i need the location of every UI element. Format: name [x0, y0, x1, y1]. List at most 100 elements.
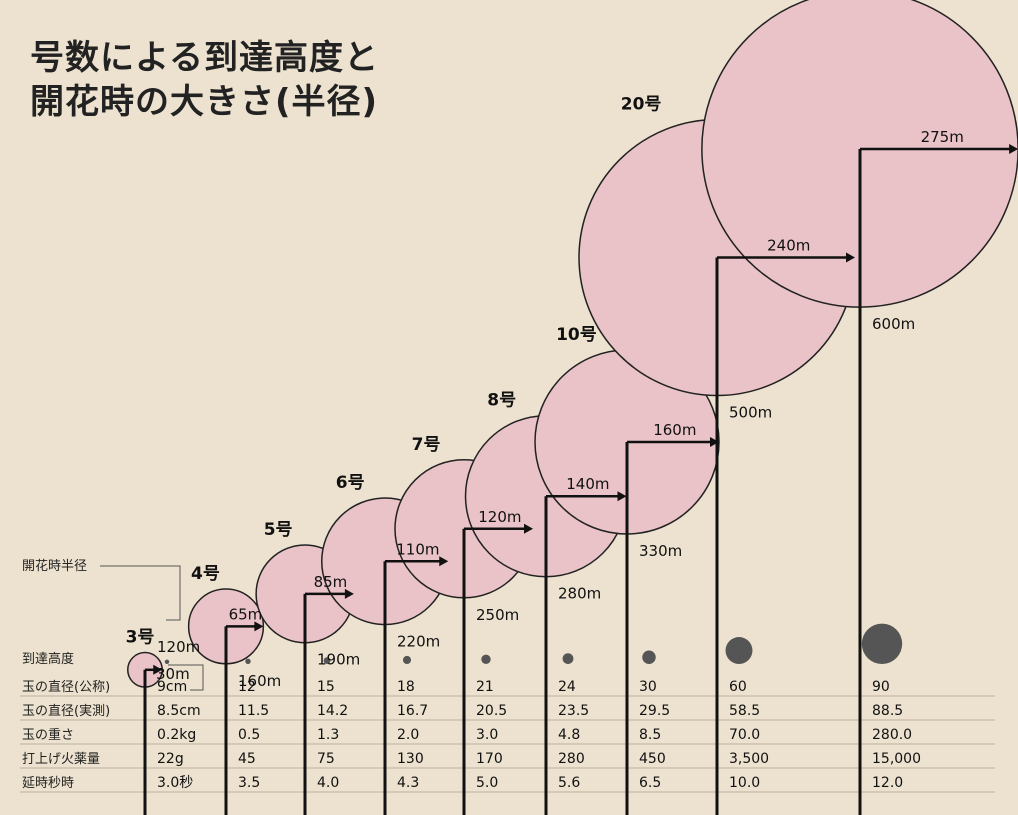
- row-label-altitude: 到達高度: [22, 651, 74, 667]
- radius-label-5: 120m: [478, 508, 521, 526]
- shell-dot-7: [642, 650, 656, 664]
- table-cell: 450: [639, 751, 666, 767]
- table-cell: 70.0: [729, 727, 760, 743]
- row-label-diameter-measured: 玉の直径(実測): [22, 703, 110, 719]
- category-label-1: 3号: [126, 628, 155, 648]
- radius-label-9: 275m: [921, 128, 964, 146]
- category-label-8: 20号: [621, 95, 662, 115]
- row-label-lift-charge: 打上げ火薬量: [22, 752, 100, 767]
- altitude-label-7: 330m: [639, 542, 682, 560]
- table-cell: 12.0: [872, 775, 903, 791]
- table-cell: 9cm: [157, 679, 187, 695]
- radius-arrowhead-4: [439, 556, 449, 567]
- shell-dot-4: [402, 655, 412, 664]
- shell-dot-1: [164, 659, 170, 664]
- table-cell: 90: [872, 679, 890, 695]
- altitude-label-6: 280m: [558, 585, 601, 603]
- table-cell: 3.0: [476, 727, 498, 743]
- altitude-label-2: 160m: [238, 672, 281, 690]
- category-label-7: 10号: [556, 325, 597, 345]
- table-cell: 11.5: [238, 703, 269, 719]
- chart-title-line-2: 開花時の大きさ(半径): [30, 82, 379, 122]
- radius-label-2: 65m: [229, 605, 263, 623]
- altitude-label-4: 220m: [397, 633, 440, 651]
- row-label-diameter-nominal: 玉の直径(公称): [22, 680, 110, 695]
- radius-leader-line: [100, 565, 181, 621]
- shell-dot-3: [323, 657, 331, 664]
- table-cell: 5.0: [476, 775, 498, 791]
- table-cell: 15,000: [872, 751, 921, 767]
- table-cell: 2.0: [397, 727, 419, 743]
- table-cell: 30: [639, 679, 657, 695]
- table-cell: 22g: [157, 751, 184, 767]
- shell-dots: [164, 623, 903, 665]
- shell-dot-8: [725, 637, 753, 665]
- category-label-6: 8号: [487, 391, 516, 411]
- radius-label-8: 240m: [767, 237, 810, 255]
- table-cell: 1.3: [317, 727, 339, 743]
- row-label-delay: 延時秒時: [22, 776, 74, 791]
- radius-arrowhead-6: [617, 491, 627, 502]
- table-cell: 21: [476, 679, 494, 695]
- table-cell: 75: [317, 751, 335, 767]
- radius-arrowhead-9: [1009, 144, 1018, 154]
- altitude-lines: [143, 144, 1018, 815]
- shell-dot-6: [562, 653, 574, 664]
- table-cell: 23.5: [558, 703, 589, 719]
- table-cell: 14.2: [317, 703, 348, 719]
- altitude-label-5: 250m: [476, 606, 519, 624]
- shell-dot-5: [481, 654, 491, 665]
- table-cell: 24: [558, 679, 576, 695]
- table-cell: 8.5cm: [157, 703, 201, 719]
- altitude-label-8: 500m: [729, 404, 772, 422]
- radius-arrowhead-3: [344, 588, 354, 599]
- table-rules: [20, 565, 995, 793]
- table-cell: 3,500: [729, 751, 769, 767]
- table-cell: 4.3: [397, 775, 419, 791]
- table-cell: 130: [397, 751, 424, 767]
- table-cell: 280: [558, 751, 585, 767]
- table-cell: 5.6: [558, 775, 580, 791]
- table-cell: 4.0: [317, 775, 339, 791]
- table-cell: 4.8: [558, 727, 580, 743]
- table-cell: 88.5: [872, 703, 903, 719]
- diameter-bracket: [168, 664, 204, 691]
- shell-dot-9: [861, 623, 903, 664]
- table-cell: 6.5: [639, 775, 661, 791]
- altitude-label-3: 190m: [317, 651, 360, 669]
- radius-arrowhead-2: [254, 621, 264, 632]
- table-cell: 29.5: [639, 703, 670, 719]
- category-label-2: 4号: [191, 564, 220, 584]
- table-cell: 280.0: [872, 727, 912, 743]
- table-cell: 0.2kg: [157, 727, 196, 743]
- table-cell: 8.5: [639, 727, 661, 743]
- table-cell: 58.5: [729, 703, 760, 719]
- table-cell: 45: [238, 751, 256, 767]
- radius-label-6: 140m: [566, 475, 609, 493]
- shell-dot-2: [245, 658, 251, 665]
- table-cell: 60: [729, 679, 747, 695]
- table-cell: 18: [397, 679, 415, 695]
- radius-arrowhead-7: [710, 436, 719, 447]
- table-cell: 10.0: [729, 775, 760, 791]
- radius-label-3: 85m: [314, 573, 348, 591]
- altitude-label-9: 600m: [872, 315, 915, 333]
- table-cell: 170: [476, 751, 503, 767]
- radius-label-7: 160m: [653, 421, 696, 439]
- chart-title-line-1: 号数による到達高度と: [30, 38, 379, 78]
- radius-arrowhead-1: [153, 664, 163, 675]
- table-cell: 3.0秒: [157, 775, 193, 791]
- row-label-weight: 玉の重さ: [22, 727, 74, 743]
- radius-label-1: 30m: [156, 665, 190, 683]
- table-cell: 0.5: [238, 727, 260, 743]
- row-label-radius: 開花時半径: [22, 558, 87, 574]
- table-cell: 3.5: [238, 775, 260, 791]
- radius-arrowhead-5: [524, 523, 533, 534]
- table-cell: 20.5: [476, 703, 507, 719]
- category-label-4: 6号: [336, 473, 365, 493]
- table-cell: 16.7: [397, 703, 428, 719]
- altitude-label-1: 120m: [157, 638, 200, 656]
- table-cell: 15: [317, 679, 335, 695]
